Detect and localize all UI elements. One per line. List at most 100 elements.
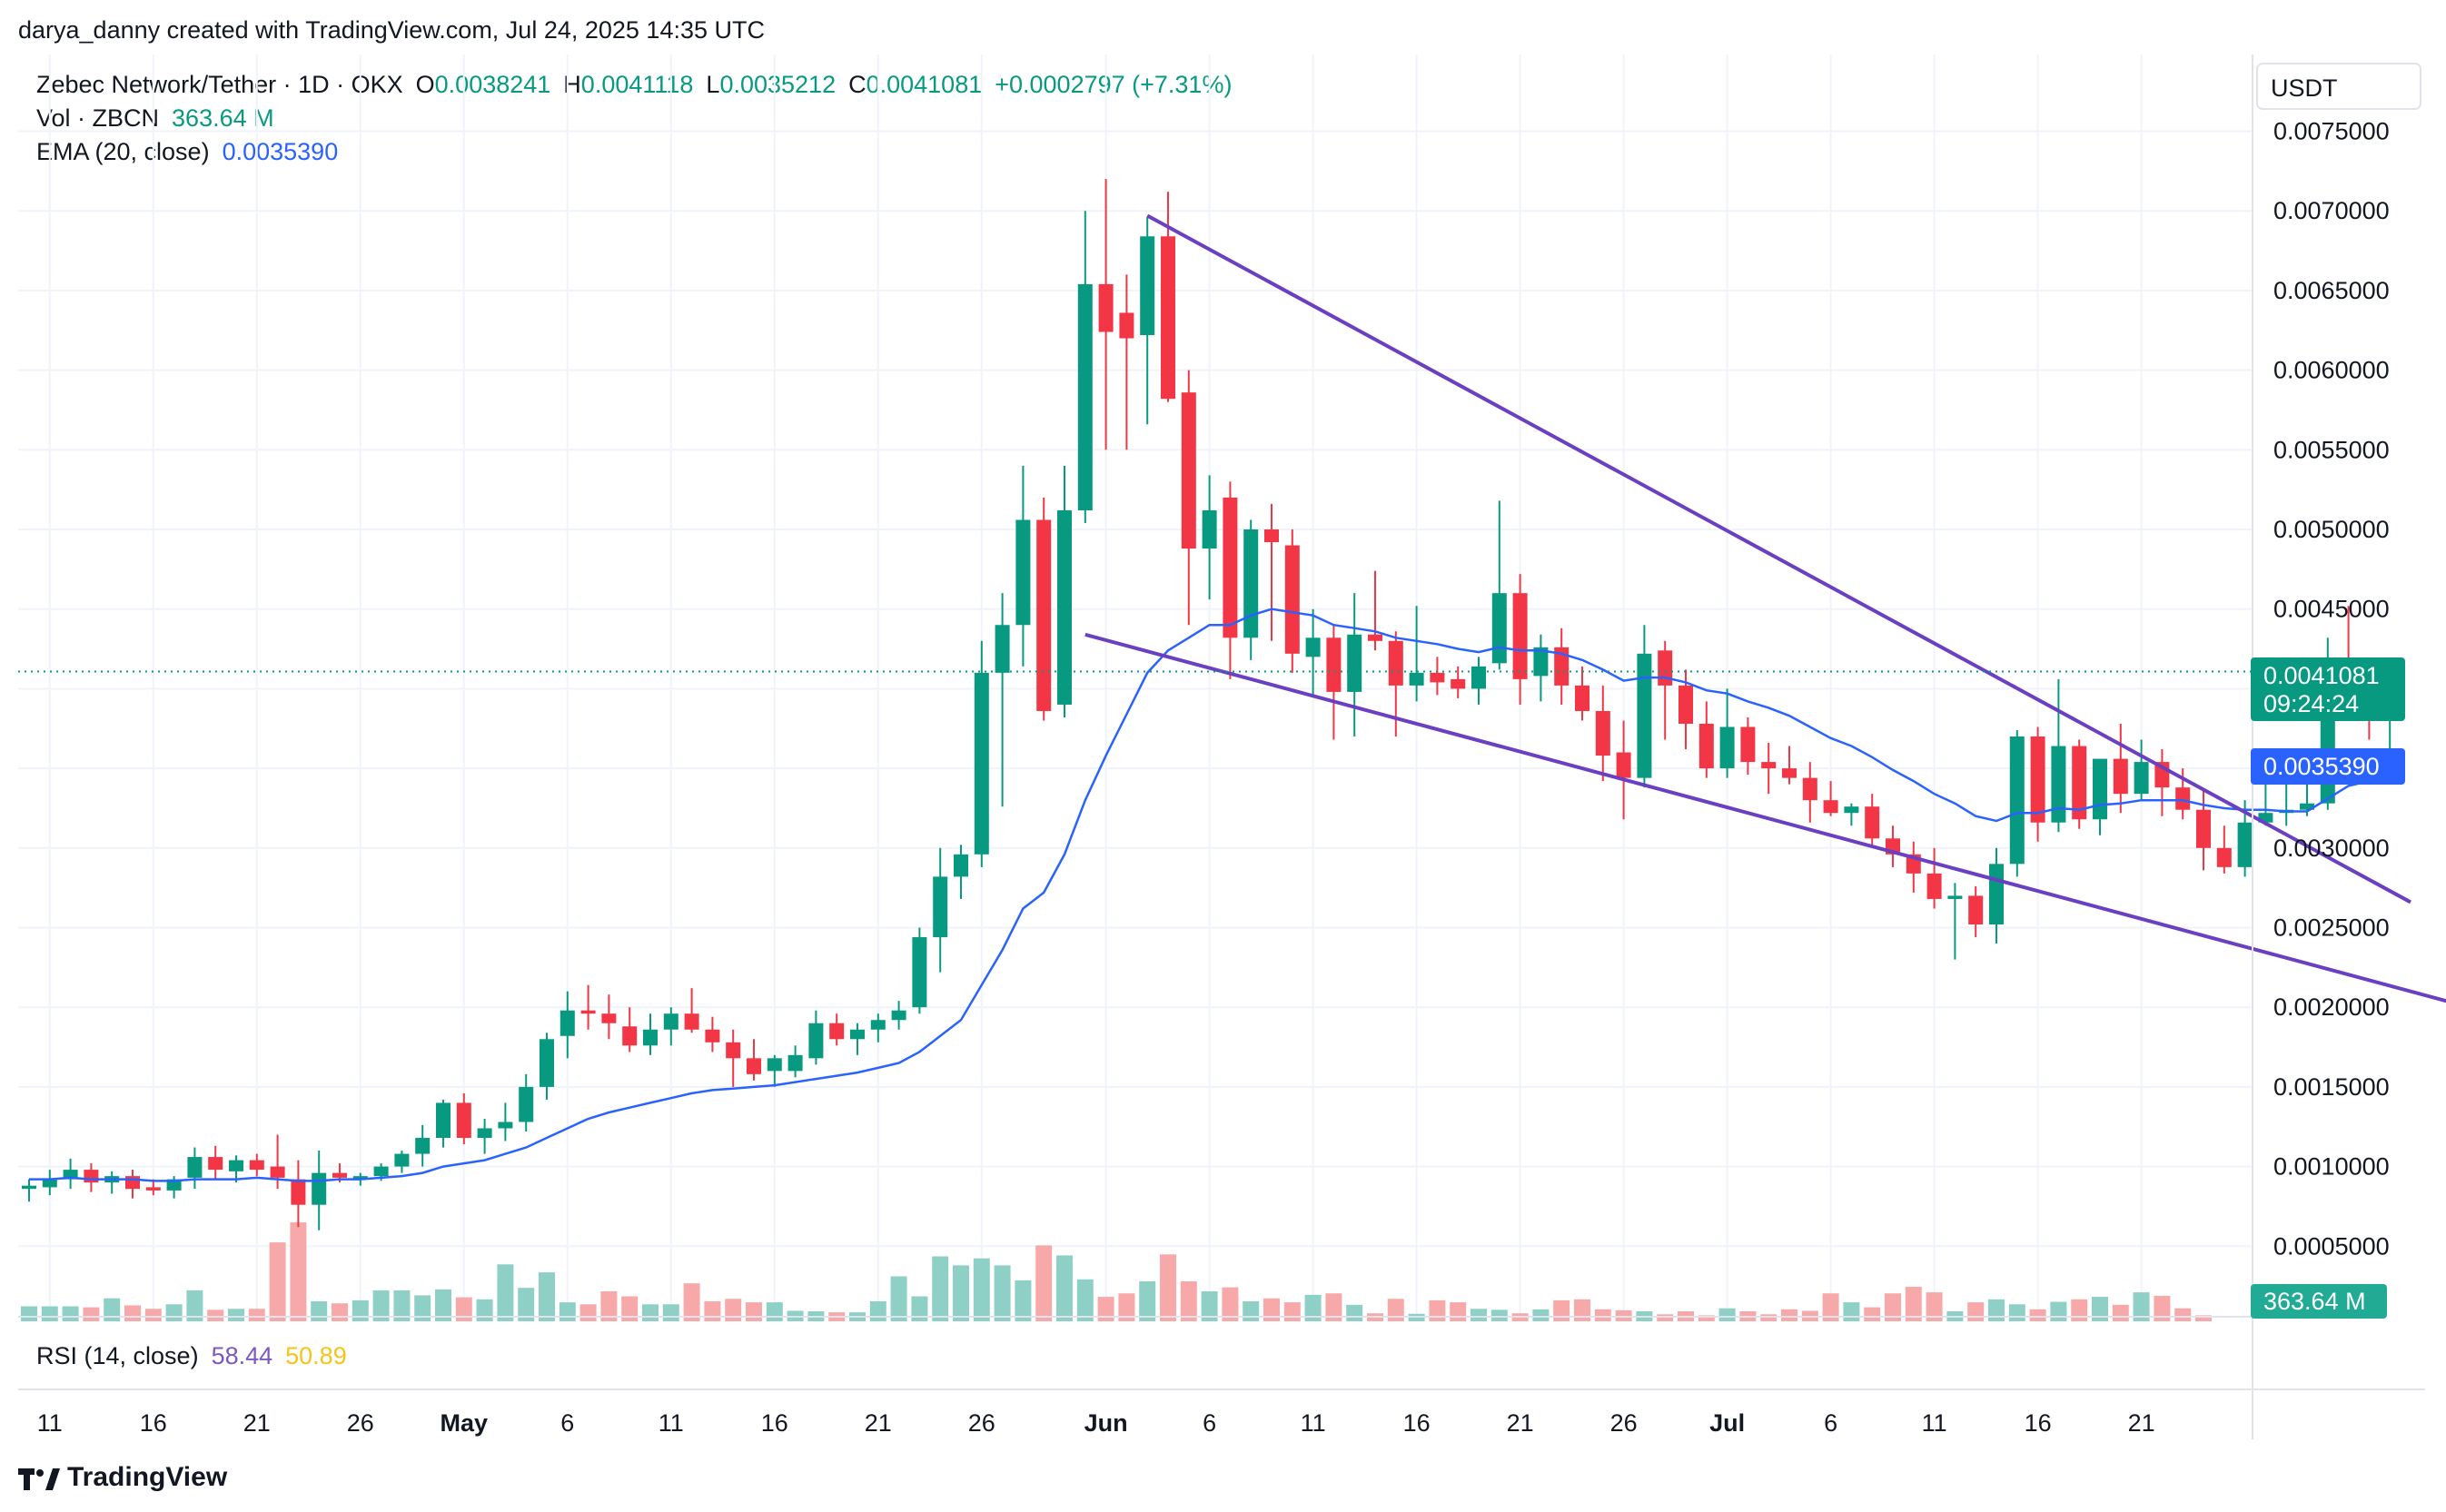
volume-bar [994,1265,1011,1321]
candle [187,1147,203,1190]
volume-bar [1325,1293,1342,1321]
candle-body [1140,236,1155,336]
candle-body [22,1185,36,1190]
candle-body [726,1042,741,1059]
tradingview-logo[interactable]: TradingView [18,1462,227,1493]
volume-bar [186,1290,203,1321]
candle-body [540,1039,554,1087]
candle [498,1102,513,1141]
candle-body [1015,519,1031,626]
time-tick: 16 [2025,1409,2052,1437]
candle-body [312,1172,327,1205]
candle-body [1491,593,1507,664]
volume-bar [1905,1287,1922,1321]
volume-bar [1988,1299,2005,1321]
volume-bar [1263,1298,1280,1321]
candle-body [560,1010,575,1036]
candle-body [954,854,968,877]
time-tick: 11 [1922,1409,1947,1437]
volume-bar [1843,1302,1860,1321]
grid-lines [18,54,2253,1317]
candle [1844,803,1859,826]
volume-bar [1781,1309,1797,1321]
tradingview-logo-icon [18,1467,60,1490]
volume-bar [1076,1279,1094,1321]
volume-bar [248,1309,265,1321]
volume-tag: 363.64 M [2251,1284,2387,1319]
volume-bar [2071,1299,2088,1321]
volume-bar [953,1265,969,1321]
candle [125,1170,140,1199]
candle-body [2258,813,2273,823]
candle-body [229,1160,243,1171]
volume-bar [869,1301,886,1321]
candle-body [1554,647,1570,686]
volume-bar [165,1304,183,1321]
rsi-legend: RSI (14, close) 58.44 50.89 [36,1342,360,1370]
candle [1719,688,1735,778]
volume-bar [2092,1297,2108,1321]
time-tick: 6 [1824,1409,1837,1437]
candle-body [1202,509,1217,549]
candle [2113,723,2128,814]
candle [1616,720,1631,820]
candle-body [1698,723,1714,769]
ema-price-tag: 0.0035390 [2251,748,2405,785]
tradingview-brand: TradingView [67,1462,228,1492]
time-axis[interactable]: 11 16 21 26 May 6 11 16 21 26 Jun 6 11 16 21 26 Jul 6 11 16… [37,1409,2155,1437]
trendlines[interactable] [1084,213,2446,1003]
candle [1326,625,1342,740]
rsi-label[interactable]: RSI (14, close) [36,1342,199,1369]
volume-bar [1718,1308,1736,1321]
symbol-name[interactable]: Zebec Network/Tether · 1D · OKX [36,71,403,98]
candle [1865,794,1880,845]
candle [1554,628,1570,705]
time-tick: 11 [1301,1409,1326,1437]
candle [291,1160,306,1228]
candle-body [1616,752,1631,778]
volume-bar [269,1242,286,1321]
candle [63,1158,78,1190]
candle-body [1430,672,1445,683]
volume-bar [1471,1309,1487,1321]
volume-label[interactable]: Vol · ZBCN [36,104,160,132]
candle-body [352,1176,368,1180]
candle-body [84,1170,99,1183]
candle [312,1151,327,1230]
low-value: 0.0035212 [719,71,837,98]
ema-label[interactable]: EMA (20, close) [36,138,210,165]
volume-bar [683,1283,700,1321]
volume-bar [497,1264,514,1321]
candle-body [1451,678,1466,689]
candle [519,1073,534,1132]
candle-body [1989,864,2004,924]
candle [1637,625,1652,788]
candle [2154,749,2170,816]
candle-body [1098,283,1114,332]
time-tick: 16 [140,1409,167,1437]
price-tick: 0.0070000 [2273,197,2390,224]
candle [1782,746,1797,785]
volume-bar [83,1307,100,1321]
volume-bar [372,1290,390,1321]
candle [1947,883,1963,960]
candle [2134,739,2149,801]
price-tick: 0.0020000 [2273,993,2390,1021]
volume-bar [332,1303,348,1321]
volume-bar [600,1291,618,1321]
candle [787,1045,803,1078]
time-tick: 11 [659,1409,684,1437]
candle-body [270,1166,285,1178]
candle [1368,570,1382,651]
ema-tag-value: 0.0035390 [2263,753,2380,780]
candle-body [477,1128,492,1139]
volume-bar [579,1304,597,1321]
candle-body [2051,746,2066,823]
candle-body [2134,762,2149,795]
currency-label-box[interactable]: USDT [2256,63,2421,110]
candle [2030,726,2045,842]
volume-bar [1532,1309,1550,1321]
candle-body [1761,762,1777,769]
candle [643,1013,658,1055]
